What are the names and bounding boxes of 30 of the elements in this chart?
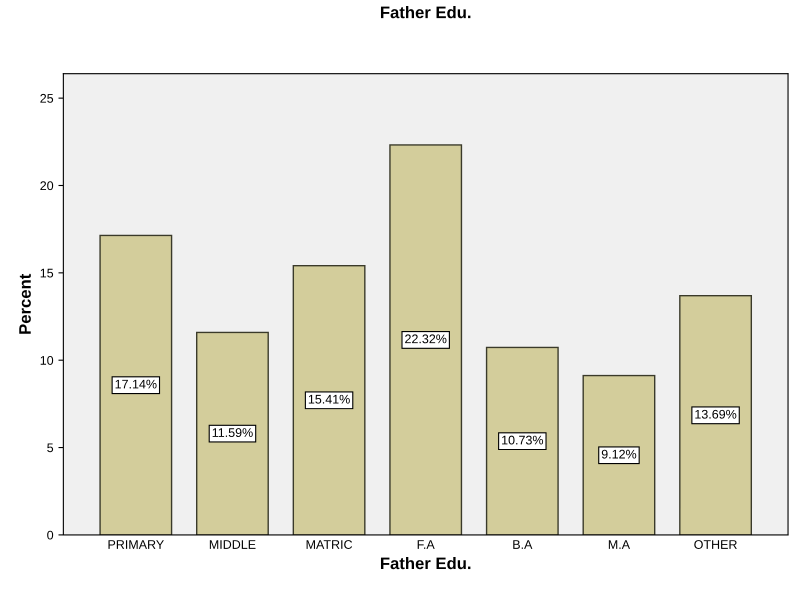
bar xyxy=(196,332,269,535)
data-label: 15.41% xyxy=(308,394,350,404)
chart-title: Father Edu. xyxy=(380,6,470,18)
bar xyxy=(582,374,656,535)
x-tick-label: OTHER xyxy=(694,540,737,549)
x-tick-label: MATRIC xyxy=(306,540,352,549)
y-tick-label: 5 xyxy=(47,443,54,452)
x-tick-label: F.A xyxy=(418,540,435,549)
x-tick-label: M.A xyxy=(608,540,630,549)
bar xyxy=(389,144,462,535)
x-tick-label: B.A xyxy=(513,540,532,549)
data-label: 17.14% xyxy=(116,380,157,388)
x-tick-label: MIDDLE xyxy=(210,540,256,549)
x-tick-label: PRIMARY xyxy=(108,540,164,549)
bar xyxy=(486,346,559,535)
data-label: 13.69% xyxy=(695,410,736,419)
data-label: 11.59% xyxy=(212,428,253,438)
data-label: 22.32% xyxy=(405,334,446,344)
data-label: 9.12% xyxy=(602,450,636,459)
x-axis-title: Father Edu. xyxy=(380,556,470,570)
y-tick-label: 20 xyxy=(40,181,54,190)
bar xyxy=(99,234,172,535)
data-label: 10.73% xyxy=(502,436,544,445)
bar xyxy=(679,295,752,535)
y-axis-title: Percent xyxy=(19,274,31,334)
y-tick-label: 10 xyxy=(40,356,54,365)
bar xyxy=(292,264,366,535)
y-tick-label: 25 xyxy=(40,94,54,103)
y-tick-label: 15 xyxy=(40,268,54,278)
y-tick-label: 0 xyxy=(47,530,54,540)
